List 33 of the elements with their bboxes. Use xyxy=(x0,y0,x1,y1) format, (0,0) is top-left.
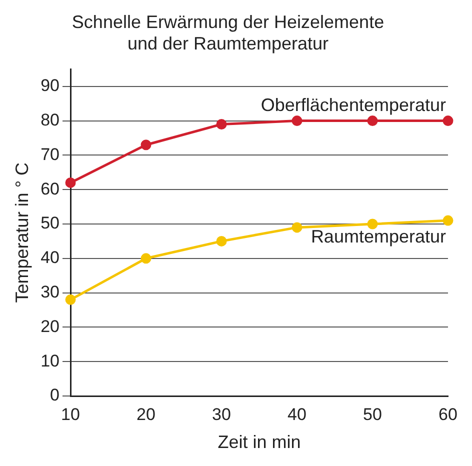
x-axis-title: Zeit in min xyxy=(218,432,301,452)
y-tick-label: 0 xyxy=(50,386,60,405)
point xyxy=(292,116,302,126)
point xyxy=(216,118,227,130)
point xyxy=(292,222,302,233)
x-tick-label: 40 xyxy=(288,404,306,424)
point xyxy=(140,253,152,264)
y-tick-label: 20 xyxy=(40,316,60,336)
y-tick-label: 10 xyxy=(40,351,60,370)
y-tick-label: 30 xyxy=(40,282,60,302)
point xyxy=(140,140,152,150)
y-tick-label: 70 xyxy=(40,144,60,164)
x-tick-label: 20 xyxy=(136,404,156,424)
y-tick-label: 60 xyxy=(40,179,60,198)
x-tick-label: 10 xyxy=(61,404,80,424)
point xyxy=(367,218,378,230)
chart-title: Schnelle Erwärmung der Heizelemente und der Raumtemperatur xyxy=(72,12,384,54)
x-tick-label: 30 xyxy=(212,404,231,424)
x-tick-label: 50 xyxy=(363,404,382,424)
point xyxy=(65,294,76,305)
point xyxy=(367,116,378,126)
series-label: Oberflächentemperatur xyxy=(260,94,446,115)
x-tick-label: 60 xyxy=(438,404,458,424)
point xyxy=(216,236,227,246)
point xyxy=(442,215,454,226)
point xyxy=(442,116,454,126)
y-tick-label: 90 xyxy=(40,76,60,96)
y-tick-label: 40 xyxy=(40,248,60,268)
y-tick-label: 50 xyxy=(40,214,60,233)
series-label: Raumtemperatur xyxy=(310,226,446,247)
y-tick-label: 80 xyxy=(40,110,60,130)
y-axis-title: Temperatur in ° C xyxy=(12,162,32,303)
point xyxy=(65,177,76,188)
